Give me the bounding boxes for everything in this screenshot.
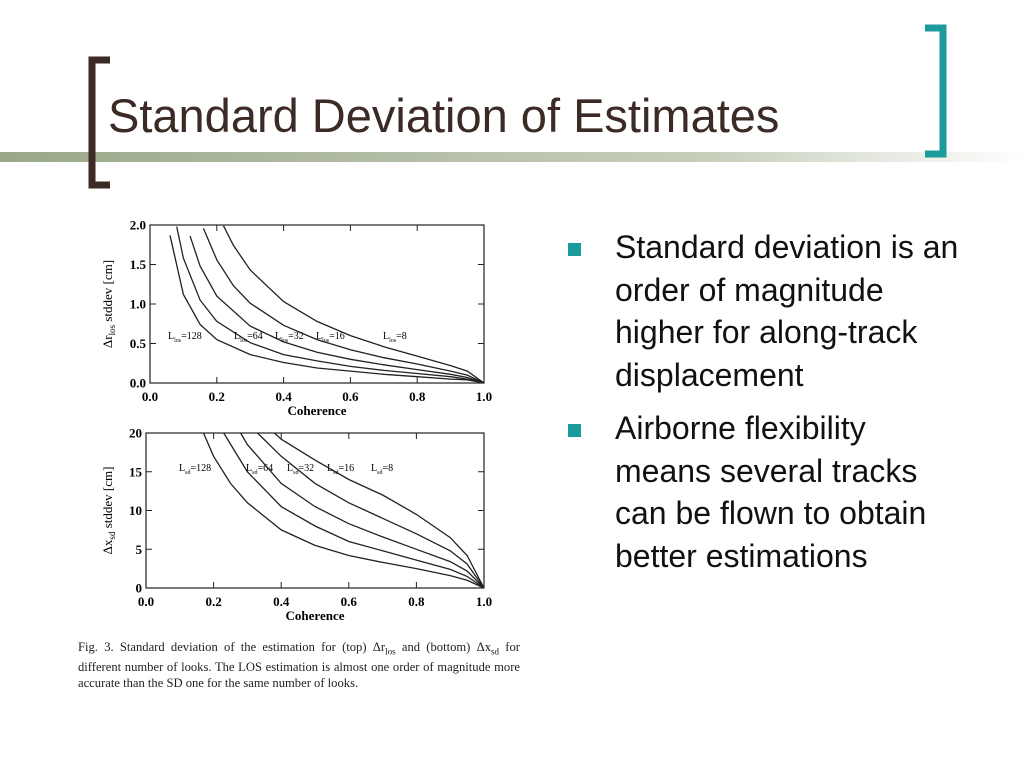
- x-tick-label: 1.0: [476, 594, 492, 609]
- label-part: L: [234, 331, 240, 342]
- x-tick-label: 0.4: [275, 389, 292, 404]
- label-part: stddev [cm]: [100, 260, 115, 325]
- curve: [189, 235, 485, 384]
- curve-label: Llos=128: [168, 331, 202, 344]
- y-axis-label: Δrlos stddev [cm]: [100, 260, 117, 348]
- label-part: stddev [cm]: [100, 467, 115, 532]
- right-bracket: [925, 24, 947, 158]
- curve-label: Llos=8: [383, 331, 407, 344]
- x-tick-label: 0.8: [409, 389, 426, 404]
- label-part: Δr: [100, 335, 115, 348]
- y-tick-label: 0.5: [130, 336, 147, 351]
- y-axis-label: Δxsd stddev [cm]: [100, 467, 117, 555]
- subscript: los: [281, 338, 289, 344]
- x-axis-label: Coherence: [288, 403, 347, 418]
- curve: [240, 432, 485, 589]
- y-tick-label: 20: [129, 426, 142, 441]
- y-tick-label: 1.5: [130, 257, 147, 272]
- label-part: =128: [190, 463, 211, 474]
- label-part: =8: [396, 331, 407, 342]
- y-tick-label: 0.0: [130, 376, 146, 391]
- bullet: Standard deviation is an order of magnit…: [566, 226, 966, 396]
- subscript: sd: [252, 470, 257, 476]
- x-tick-label: 0.6: [341, 594, 358, 609]
- subscript: los: [107, 324, 117, 335]
- subscript: los: [389, 338, 397, 344]
- plot-frame: [149, 224, 485, 384]
- x-tick-label: 0.6: [342, 389, 359, 404]
- subscript: los: [322, 338, 330, 344]
- subscript: sd: [377, 470, 382, 476]
- label-part: =64: [257, 463, 273, 474]
- figure-caption: Fig. 3. Standard deviation of the estima…: [78, 640, 520, 691]
- curve: [222, 225, 485, 384]
- curve: [202, 432, 485, 589]
- curve: [176, 226, 485, 384]
- label-part: =8: [382, 463, 393, 474]
- left-bracket: [88, 56, 110, 189]
- curve-label: Lsd=32: [287, 463, 314, 476]
- x-tick-label: 0.4: [273, 594, 290, 609]
- label-part: L: [371, 463, 377, 474]
- bullet: Airborne flexibility means several track…: [566, 407, 966, 577]
- subscript: sd: [333, 470, 338, 476]
- x-tick-label: 0.8: [408, 594, 425, 609]
- curve: [169, 235, 485, 384]
- label-part: =16: [338, 463, 354, 474]
- curve-label: Lsd=64: [246, 463, 273, 476]
- y-tick-label: 0: [136, 581, 143, 596]
- subscript: los: [240, 338, 248, 344]
- title-rule: [0, 152, 1024, 162]
- curve-label: Llos=64: [234, 331, 263, 344]
- y-tick-label: 15: [129, 464, 143, 479]
- label-part: =32: [288, 331, 304, 342]
- label-part: =128: [181, 331, 202, 342]
- x-tick-label: 1.0: [476, 389, 492, 404]
- subscript: sd: [185, 470, 190, 476]
- label-part: L: [275, 331, 281, 342]
- caption-subscript: sd: [491, 646, 500, 657]
- curve-label: Llos=32: [275, 331, 304, 344]
- y-tick-label: 10: [129, 503, 142, 518]
- x-axis-label: Coherence: [286, 608, 345, 623]
- caption-text: and (bottom) Δx: [395, 640, 492, 654]
- y-tick-label: 5: [136, 542, 143, 557]
- curve-label: Llos=16: [316, 331, 345, 344]
- bullet-list: Standard deviation is an order of magnit…: [566, 226, 966, 588]
- label-part: L: [287, 463, 293, 474]
- curve: [257, 432, 485, 589]
- subscript: sd: [293, 470, 298, 476]
- label-part: Δx: [100, 539, 115, 554]
- x-tick-label: 0.2: [209, 389, 225, 404]
- curve: [202, 227, 485, 384]
- y-tick-label: 2.0: [130, 218, 146, 233]
- caption-text: Fig. 3. Standard deviation of the estima…: [78, 640, 386, 654]
- y-tick-label: 1.0: [130, 297, 146, 312]
- caption-subscript: los: [385, 646, 396, 657]
- caption-text: for different number of looks. The LOS e…: [78, 640, 520, 690]
- x-tick-label: 0.2: [205, 594, 221, 609]
- subscript: los: [174, 338, 182, 344]
- subscript: sd: [107, 531, 117, 540]
- x-tick-label: 0.0: [138, 594, 154, 609]
- x-tick-label: 0.0: [142, 389, 158, 404]
- curve-label: Lsd=8: [371, 463, 393, 476]
- label-part: L: [246, 463, 252, 474]
- curve-label: Lsd=128: [179, 463, 211, 476]
- slide-title: Standard Deviation of Estimates: [108, 89, 780, 142]
- label-part: =16: [329, 331, 345, 342]
- label-part: L: [316, 331, 322, 342]
- label-part: L: [383, 331, 389, 342]
- label-part: =32: [298, 463, 314, 474]
- label-part: L: [179, 463, 185, 474]
- curve: [273, 432, 485, 589]
- label-part: =64: [247, 331, 263, 342]
- label-part: L: [168, 331, 174, 342]
- curve: [223, 432, 485, 589]
